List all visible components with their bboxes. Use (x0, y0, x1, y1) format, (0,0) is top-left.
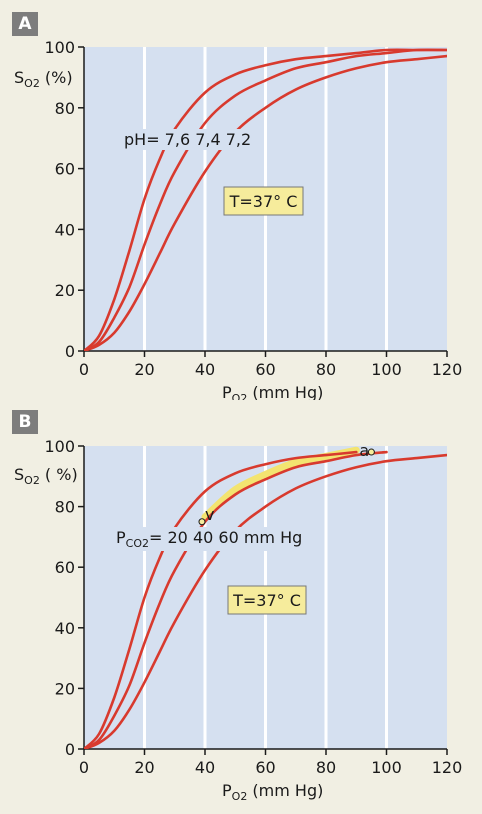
y-tick-label: 40 (55, 220, 75, 239)
x-tick-label: 80 (316, 758, 336, 777)
chart-svg-b: 0 20 40 60 80 100 0 20 40 60 80 100 120 SO2 ( %) PO2 (… (14, 437, 463, 800)
chart-panel-b: B 0 20 40 60 80 100 0 20 40 60 80 100 120 SO2 ( %) PO2… (0, 400, 482, 800)
y-tick-label: 60 (55, 160, 75, 179)
y-tick-label: 20 (55, 281, 75, 300)
x-tick-label: 0 (79, 758, 89, 777)
y-tick-label: 100 (44, 437, 75, 456)
x-tick-label: 120 (432, 758, 463, 777)
x-tick-label: 80 (316, 360, 336, 379)
y-tick-label: 40 (55, 619, 75, 638)
curve-3 (84, 54, 447, 351)
curve-1 (84, 48, 447, 351)
x-tick-label: 20 (134, 360, 154, 379)
ph-series-annotation: pH= 7,6 7,4 7,2 (124, 130, 251, 149)
x-tick-label: 40 (195, 758, 215, 777)
y-axis-title: SO2 ( %) (14, 465, 78, 487)
point-a-marker (367, 448, 375, 456)
x-tick-label: 60 (255, 758, 275, 777)
point-v-label: v (205, 505, 214, 524)
annotation-backdrop (114, 527, 305, 551)
point-v-marker (198, 518, 206, 526)
panel-label-b: B (12, 410, 38, 434)
y-axis-title: SO2 (%) (14, 68, 73, 90)
x-tick-label: 40 (195, 360, 215, 379)
x-tick-label: 100 (371, 360, 402, 379)
y-tick-label: 80 (55, 99, 75, 118)
x-tick-label: 0 (79, 360, 89, 379)
temperature-box (223, 186, 304, 216)
temperature-label: T=37° C (232, 591, 301, 610)
x-axis-title: PO2 (mm Hg) (222, 781, 323, 800)
y-tick-label: 0 (65, 342, 75, 361)
temperature-label: T=37° C (229, 192, 298, 211)
y-tick-label: 0 (65, 740, 75, 759)
curve-2 (84, 48, 447, 351)
chart-svg-a: 0 20 40 60 80 100 0 20 40 60 80 100 120 SO2 (%) PO2 (m… (14, 38, 463, 400)
y-tick-label: 80 (55, 498, 75, 517)
x-tick-label: 60 (255, 360, 275, 379)
panel-label-a: A (12, 12, 38, 36)
point-a-label: a (359, 441, 369, 460)
temperature-box (227, 585, 307, 615)
y-tick-label: 20 (55, 679, 75, 698)
chart-panel-a: A 0 20 40 60 80 100 0 20 40 60 80 100 120 SO2 (%) PO2 … (0, 0, 482, 400)
pco2-series-annotation: PCO2= 20 40 60 mm Hg (116, 528, 302, 550)
x-axis-title: PO2 (mm Hg) (222, 383, 323, 400)
x-tick-label: 20 (134, 758, 154, 777)
x-tick-label: 120 (432, 360, 463, 379)
x-tick-label: 100 (371, 758, 402, 777)
y-tick-label: 60 (55, 558, 75, 577)
annotation-backdrop (122, 129, 254, 150)
y-tick-label: 100 (44, 38, 75, 57)
